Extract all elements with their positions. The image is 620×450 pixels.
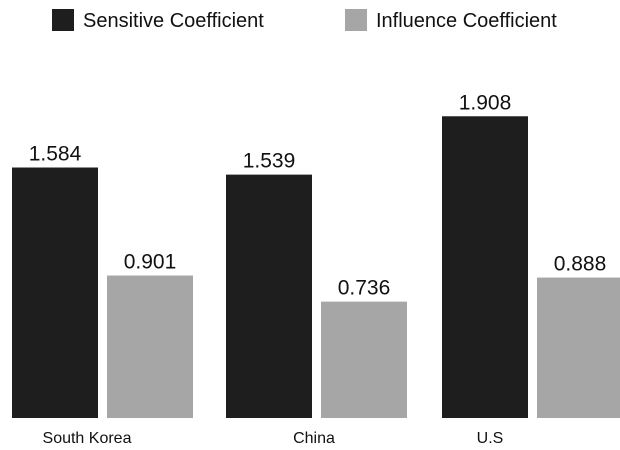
value-label-sensitive-coefficient-south-korea: 1.584 bbox=[29, 143, 82, 166]
category-label-china: China bbox=[293, 430, 335, 447]
legend-label-influence-coefficient: Influence Coefficient bbox=[376, 10, 557, 32]
value-label-sensitive-coefficient-china: 1.539 bbox=[243, 150, 296, 173]
legend-swatch-influence-coefficient bbox=[345, 9, 367, 31]
legend-label-sensitive-coefficient: Sensitive Coefficient bbox=[83, 10, 264, 32]
plot-area: 1.584 0.901 South Korea 1.539 0.736 China 1.90… bbox=[12, 91, 620, 447]
bar-sensitive-coefficient-china bbox=[226, 174, 312, 418]
bar-influence-coefficient-china bbox=[321, 301, 407, 418]
bar-influence-coefficient-south-korea bbox=[107, 275, 193, 418]
value-label-influence-coefficient-south-korea: 0.901 bbox=[124, 251, 177, 274]
value-label-influence-coefficient-china: 0.736 bbox=[338, 277, 391, 300]
bar-sensitive-coefficient-south-korea bbox=[12, 167, 98, 418]
value-label-sensitive-coefficient-u-s: 1.908 bbox=[459, 91, 512, 114]
chart-legend: Sensitive Coefficient Influence Coeffici… bbox=[52, 9, 557, 32]
bar-sensitive-coefficient-u-s bbox=[442, 116, 528, 418]
category-label-south-korea: South Korea bbox=[43, 430, 132, 447]
legend-swatch-sensitive-coefficient bbox=[52, 9, 74, 31]
value-label-influence-coefficient-u-s: 0.888 bbox=[554, 253, 607, 276]
category-label-u-s: U.S bbox=[477, 430, 504, 447]
bar-influence-coefficient-u-s bbox=[537, 277, 620, 418]
